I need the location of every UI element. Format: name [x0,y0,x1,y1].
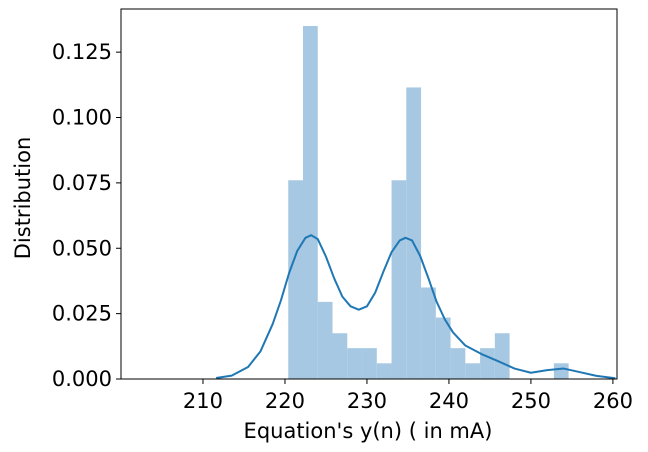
y-axis-label: Distribution [11,137,35,260]
histogram-bar [303,25,318,380]
histogram-bar [347,348,363,379]
kde-curve [215,234,616,380]
kde-layer [215,234,616,380]
histogram-bar [450,348,466,379]
x-axis-label: Equation's y(n) ( in mA) [244,419,493,443]
y-tick-label: 0.075 [52,171,112,195]
x-axis-ticks: 210 220 230 240 250 260 [183,379,633,413]
y-tick-label: 0.100 [52,106,112,130]
x-tick-label: 250 [511,389,551,413]
y-tick-label: 0.000 [52,367,112,391]
histogram-bar [376,363,392,379]
x-tick-label: 230 [347,389,387,413]
histogram-bar [317,301,333,379]
histogram-bar [435,317,451,379]
histogram-bar [480,348,495,379]
x-tick-label: 210 [183,389,223,413]
histogram-bar [421,287,436,379]
histogram-bars [288,25,569,380]
y-tick-label: 0.025 [52,302,112,326]
y-tick-label: 0.125 [52,40,112,64]
histogram-bar [494,333,510,379]
x-tick-label: 260 [593,389,633,413]
y-tick-label: 0.050 [52,236,112,260]
x-tick-label: 240 [429,389,469,413]
histogram-bar [288,180,304,379]
y-axis-ticks: 0.000 0.025 0.050 0.075 0.100 0.125 [52,40,121,391]
histogram-bar [332,333,348,379]
histogram-bar [391,180,407,379]
histogram-bar [465,363,481,379]
histogram-bar [406,87,422,380]
histogram-bar [362,348,377,379]
plot-frame [120,8,618,380]
x-tick-label: 220 [265,389,305,413]
histogram-bar [553,363,569,379]
